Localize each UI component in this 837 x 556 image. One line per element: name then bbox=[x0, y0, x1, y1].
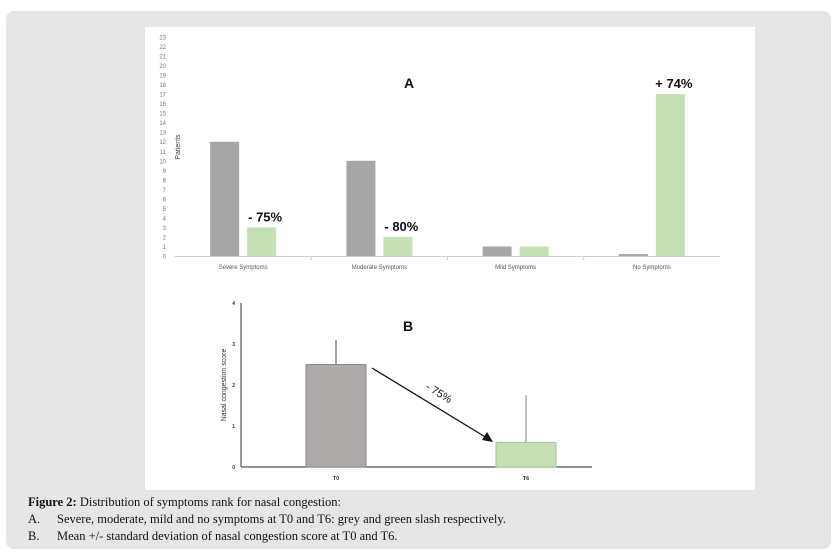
decrease-arrow bbox=[371, 367, 488, 439]
y-tick-label: 7 bbox=[163, 188, 167, 194]
y-tick-label: 4 bbox=[232, 301, 235, 307]
bar-t0 bbox=[305, 364, 367, 468]
caption-item-b: B. Mean +/- standard deviation of nasal … bbox=[28, 528, 506, 545]
y-tick-label: 6 bbox=[163, 197, 167, 203]
bar-t0 bbox=[346, 160, 376, 256]
y-tick-label: 11 bbox=[160, 150, 167, 156]
arrow-head-icon bbox=[482, 432, 493, 442]
x-tick-label: Moderate Symptoms bbox=[352, 265, 407, 271]
y-tick-label: 0 bbox=[163, 255, 167, 261]
caption-item-label: A. bbox=[28, 512, 41, 526]
x-tick-label: T6 bbox=[523, 476, 529, 482]
y-tick-label: 2 bbox=[232, 383, 235, 389]
caption-item-text: Severe, moderate, mild and no symptoms a… bbox=[57, 512, 506, 526]
y-tick-label: 2 bbox=[163, 235, 167, 241]
y-tick-label: 3 bbox=[232, 342, 235, 348]
y-tick-label: 9 bbox=[163, 169, 167, 175]
y-tick-label: 21 bbox=[159, 55, 166, 61]
x-tick-label: T0 bbox=[333, 476, 339, 482]
y-tick-label: 18 bbox=[159, 83, 166, 89]
y-tick-label: 1 bbox=[163, 245, 167, 251]
bar-t6 bbox=[247, 227, 277, 256]
y-tick-label: 1 bbox=[232, 424, 235, 430]
y-tick-label: 16 bbox=[159, 102, 166, 108]
bar-t0 bbox=[482, 246, 512, 256]
chart-title: A bbox=[404, 75, 414, 91]
chart-title: B bbox=[403, 318, 413, 334]
y-tick-label: 5 bbox=[163, 207, 167, 213]
y-tick-label: 15 bbox=[159, 112, 166, 118]
caption-title: Distribution of symptoms rank for nasal … bbox=[79, 495, 341, 509]
y-tick-label: 0 bbox=[232, 465, 235, 471]
y-tick-label: 14 bbox=[159, 121, 166, 127]
x-tick-label: No Symptoms bbox=[633, 265, 671, 271]
y-tick-label: 10 bbox=[159, 159, 166, 165]
y-tick-label: 20 bbox=[159, 64, 166, 70]
y-tick-label: 3 bbox=[163, 226, 167, 232]
y-tick-label: 12 bbox=[159, 140, 166, 146]
caption-title-row: Figure 2: Distribution of symptoms rank … bbox=[28, 494, 506, 511]
bar-t0 bbox=[210, 141, 240, 256]
x-tick-label: Mild Symptoms bbox=[495, 265, 536, 271]
y-tick-label: 22 bbox=[159, 45, 166, 51]
y-tick-label: 4 bbox=[163, 216, 167, 222]
bar-annotation: - 75% bbox=[248, 209, 282, 224]
bar-t6 bbox=[655, 94, 685, 256]
y-tick-label: 19 bbox=[159, 74, 166, 80]
y-tick-label: 17 bbox=[159, 93, 166, 99]
x-tick-label: Severe Symptoms bbox=[219, 265, 268, 271]
y-axis-label: Patients bbox=[175, 134, 182, 160]
bar-t0 bbox=[618, 254, 648, 256]
y-tick-label: 23 bbox=[159, 36, 166, 42]
caption-item-a: A. Severe, moderate, mild and no symptom… bbox=[28, 511, 506, 528]
y-tick-label: 13 bbox=[159, 131, 166, 137]
bar-t6 bbox=[519, 246, 549, 256]
caption-item-label: B. bbox=[28, 529, 40, 543]
y-tick-label: 8 bbox=[163, 178, 167, 184]
figure-caption: Figure 2: Distribution of symptoms rank … bbox=[28, 494, 506, 545]
figure-background bbox=[145, 27, 755, 490]
bar-annotation: - 80% bbox=[384, 219, 418, 234]
caption-figure-label: Figure 2: bbox=[28, 495, 77, 509]
y-axis-label: Nasal congestion score bbox=[221, 349, 228, 422]
bar-t6 bbox=[383, 236, 413, 256]
bar-annotation: + 74% bbox=[655, 76, 693, 91]
bar-t6 bbox=[495, 441, 557, 468]
caption-item-text: Mean +/- standard deviation of nasal con… bbox=[57, 529, 398, 543]
